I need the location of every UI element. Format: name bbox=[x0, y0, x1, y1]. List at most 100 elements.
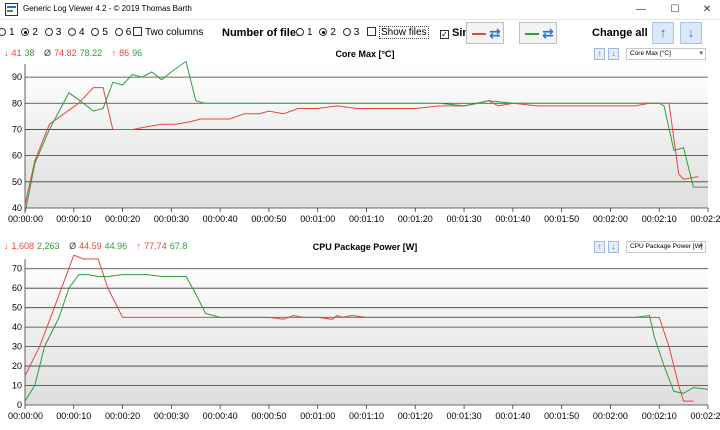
chart-title: Core Max [°C] bbox=[335, 49, 395, 59]
panel-down-button[interactable]: ↓ bbox=[608, 48, 619, 60]
x-tick-label: 00:02:00 bbox=[593, 411, 628, 421]
x-tick-label: 00:00:10 bbox=[56, 411, 91, 421]
x-tick-label: 00:00:00 bbox=[8, 411, 43, 421]
files-radio-2[interactable]: 2 bbox=[319, 27, 336, 38]
x-tick-label: 00:02:00 bbox=[593, 214, 628, 224]
panel-series-dropdown[interactable]: Core Max [°C] ▾ bbox=[626, 48, 706, 60]
columns-radio-1[interactable]: 1 bbox=[0, 27, 15, 38]
close-button[interactable]: ✕ bbox=[702, 4, 712, 15]
x-tick-label: 00:00:40 bbox=[203, 411, 238, 421]
y-tick-label: 40 bbox=[12, 322, 22, 332]
x-tick-label: 00:01:50 bbox=[544, 411, 579, 421]
x-tick-label: 00:02:20 bbox=[690, 411, 720, 421]
series-line-2 bbox=[24, 274, 709, 402]
move-up-button[interactable]: ↑ bbox=[652, 22, 674, 44]
move-down-button[interactable]: ↓ bbox=[680, 22, 702, 44]
x-tick-label: 00:01:30 bbox=[447, 411, 482, 421]
swap-arrows-icon: ⇄ bbox=[489, 25, 501, 41]
x-tick-label: 00:01:50 bbox=[544, 214, 579, 224]
panel-down-button[interactable]: ↓ bbox=[608, 241, 619, 253]
y-tick-label: 60 bbox=[12, 151, 22, 161]
columns-radio-group: 1 2 3 4 5 6 bbox=[0, 27, 131, 39]
sim-check-icon: ✓ bbox=[440, 30, 449, 39]
x-tick-label: 00:01:40 bbox=[495, 214, 530, 224]
y-tick-label: 50 bbox=[12, 177, 22, 187]
two-columns-checkbox[interactable]: Two columns bbox=[133, 27, 203, 39]
file2-color-line bbox=[525, 33, 539, 35]
y-tick-label: 60 bbox=[12, 283, 22, 293]
change-all-label: Change all bbox=[592, 27, 648, 39]
app-icon bbox=[5, 3, 18, 16]
x-tick-label: 00:00:20 bbox=[105, 214, 140, 224]
y-tick-label: 80 bbox=[12, 98, 22, 108]
series-line-2 bbox=[24, 60, 708, 214]
x-tick-label: 00:02:20 bbox=[690, 214, 720, 224]
chart-panel-cpu-power: ↓ 1,608 2,263 Ø 44.59 44.96 ↑ 77.74 67.8 CPU P… bbox=[0, 239, 720, 430]
y-tick-label: 90 bbox=[12, 72, 22, 82]
panel-up-button[interactable]: ↑ bbox=[594, 48, 605, 60]
x-tick-label: 00:01:20 bbox=[398, 411, 433, 421]
y-tick-label: 70 bbox=[12, 264, 22, 274]
y-tick-label: 10 bbox=[12, 381, 22, 391]
x-tick-label: 00:01:40 bbox=[495, 411, 530, 421]
columns-radio-5[interactable]: 5 bbox=[91, 27, 108, 38]
y-tick-label: 0 bbox=[17, 400, 22, 410]
series-line-1 bbox=[24, 87, 699, 206]
columns-radio-2[interactable]: 2 bbox=[21, 27, 38, 38]
panel-stats: ↓ 41 38 Ø 74.82 78.22 ↑ 86 96 bbox=[4, 48, 143, 58]
y-tick-label: 40 bbox=[12, 203, 22, 213]
y-tick-label: 70 bbox=[12, 124, 22, 134]
x-tick-label: 00:00:20 bbox=[105, 411, 140, 421]
file1-color-line bbox=[472, 33, 486, 35]
x-tick-label: 00:00:50 bbox=[251, 411, 286, 421]
file1-swap-button[interactable]: ⇄ bbox=[466, 22, 504, 44]
plot-area bbox=[25, 64, 708, 208]
x-tick-label: 00:00:10 bbox=[56, 214, 91, 224]
files-radio-1[interactable]: 1 bbox=[296, 27, 313, 38]
x-tick-label: 00:01:00 bbox=[300, 214, 335, 224]
x-tick-label: 00:01:00 bbox=[300, 411, 335, 421]
toolbar: 1 2 3 4 5 6 Two columns Number of files … bbox=[0, 20, 720, 46]
show-files-check-icon bbox=[367, 27, 376, 36]
x-tick-label: 00:00:40 bbox=[203, 214, 238, 224]
file2-swap-button[interactable]: ⇄ bbox=[519, 22, 557, 44]
x-tick-label: 00:00:50 bbox=[251, 214, 286, 224]
x-tick-label: 00:02:10 bbox=[642, 411, 677, 421]
chevron-down-icon: ▾ bbox=[699, 243, 703, 250]
x-tick-label: 00:00:30 bbox=[154, 214, 189, 224]
chart-cpu-power: 0 10 20 30 40 50 60 70 00:00:00 00:00:10 00:00:20 0… bbox=[8, 254, 720, 421]
window-titlebar: Generic Log Viewer 4.2 - © 2019 Thomas B… bbox=[0, 0, 720, 20]
columns-radio-4[interactable]: 4 bbox=[68, 27, 85, 38]
window-title: Generic Log Viewer 4.2 - © 2019 Thomas B… bbox=[23, 4, 192, 13]
chevron-down-icon: ▾ bbox=[699, 50, 703, 57]
x-tick-label: 00:01:10 bbox=[349, 411, 384, 421]
chart-core-max: 40 50 60 70 80 90 00:00:00 00:00:10 00:00:20 00:0… bbox=[8, 60, 720, 224]
two-columns-check-icon bbox=[133, 27, 142, 36]
files-radio-group: 1 2 3 bbox=[296, 27, 359, 39]
show-files-checkbox[interactable]: Show files bbox=[367, 26, 429, 39]
files-radio-3[interactable]: 3 bbox=[342, 27, 359, 38]
minimize-button[interactable]: — bbox=[636, 4, 646, 15]
x-tick-label: 00:01:10 bbox=[349, 214, 384, 224]
columns-radio-3[interactable]: 3 bbox=[44, 27, 61, 38]
x-tick-label: 00:00:30 bbox=[154, 411, 189, 421]
y-tick-label: 20 bbox=[12, 361, 22, 371]
panel-up-button[interactable]: ↑ bbox=[594, 241, 605, 253]
x-tick-label: 00:01:30 bbox=[447, 214, 482, 224]
x-tick-label: 00:01:20 bbox=[398, 214, 433, 224]
chart-title: CPU Package Power [W] bbox=[312, 242, 418, 252]
panel-stats: ↓ 1,608 2,263 Ø 44.59 44.96 ↑ 77.74 67.8 bbox=[4, 241, 188, 251]
swap-arrows-icon: ⇄ bbox=[542, 25, 554, 41]
columns-radio-6[interactable]: 6 bbox=[114, 27, 131, 38]
y-tick-label: 50 bbox=[12, 303, 22, 313]
x-tick-label: 00:00:00 bbox=[8, 214, 43, 224]
plot-area bbox=[25, 259, 708, 405]
panel-series-dropdown[interactable]: CPU Package Power [W] ▾ bbox=[626, 241, 706, 253]
y-tick-label: 30 bbox=[12, 342, 22, 352]
maximize-button[interactable]: ☐ bbox=[670, 4, 680, 15]
x-tick-label: 00:02:10 bbox=[642, 214, 677, 224]
arrow-up-icon: ↑ bbox=[659, 25, 667, 40]
number-of-files-label: Number of files bbox=[222, 27, 303, 39]
arrow-down-icon: ↓ bbox=[687, 25, 695, 40]
chart-panel-core-max: ↓ 41 38 Ø 74.82 78.22 ↑ 86 96 Core Max [°C] ↑ … bbox=[0, 46, 720, 236]
